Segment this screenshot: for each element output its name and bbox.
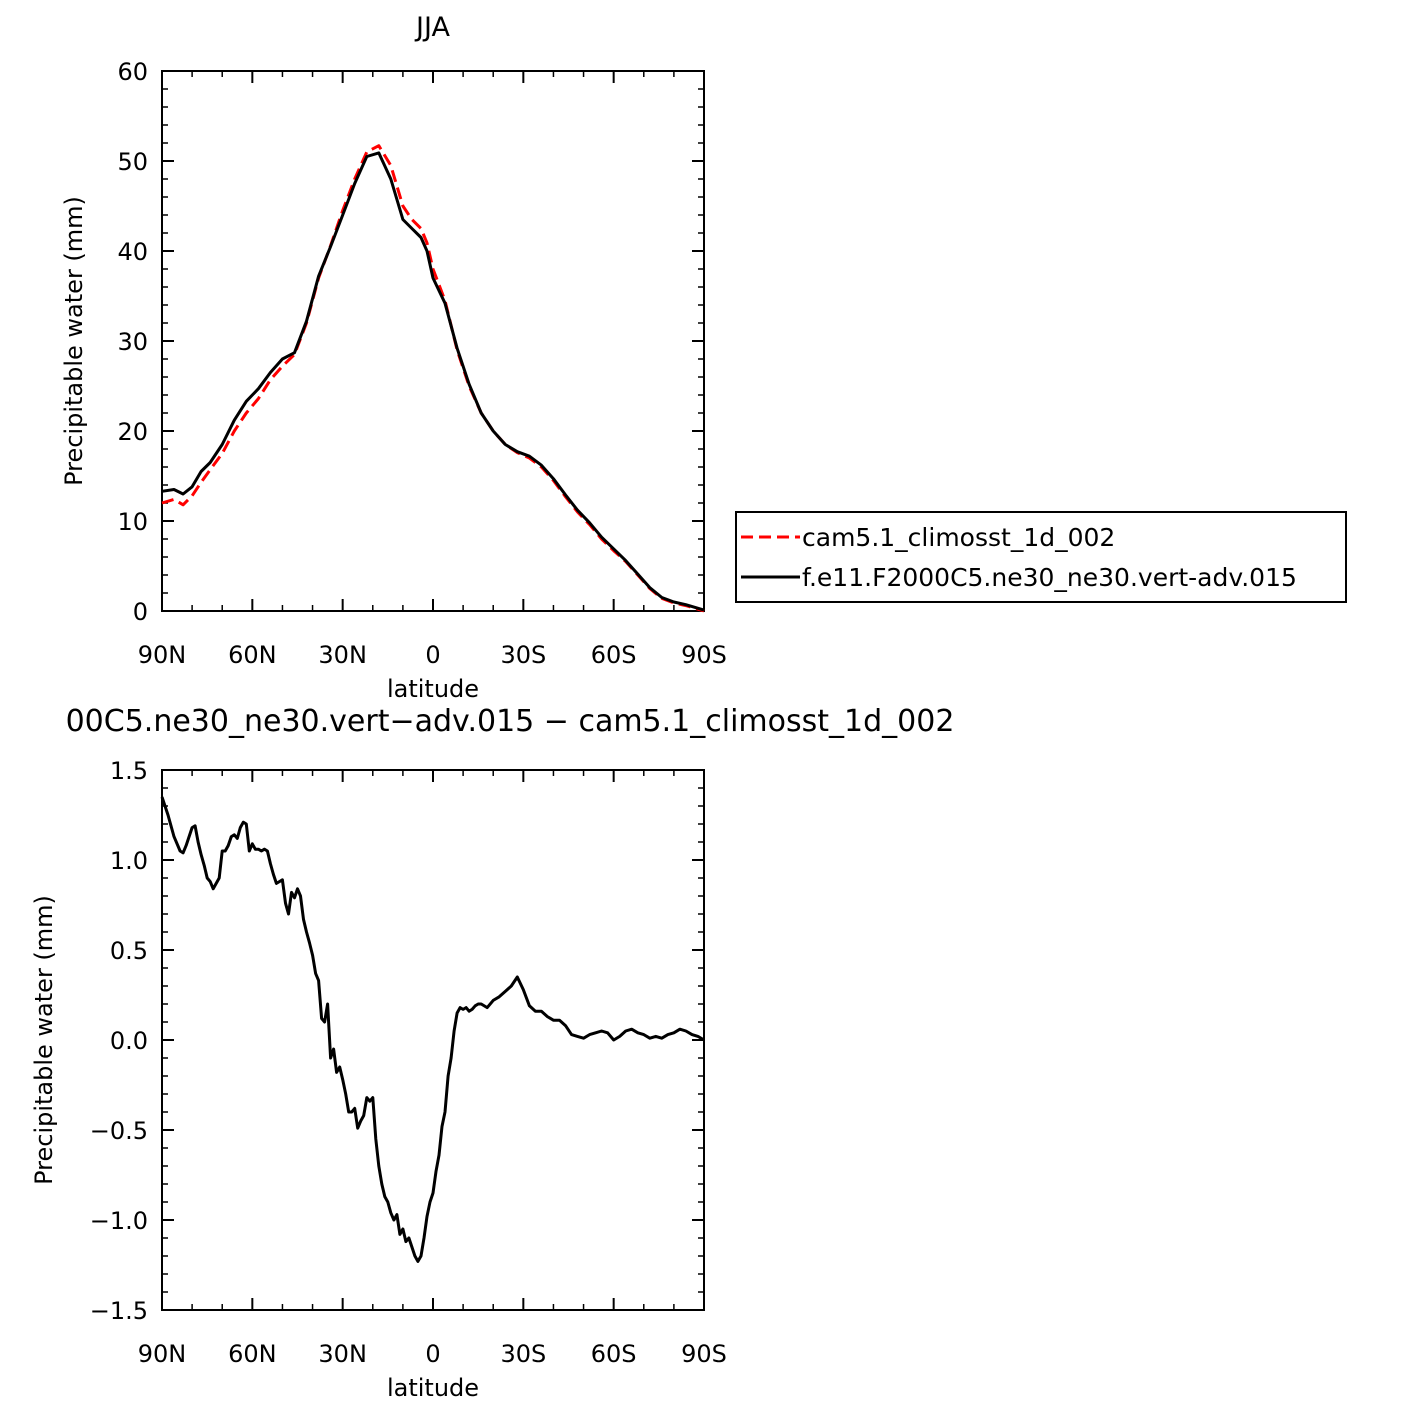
legend-label-0: cam5.1_climosst_1d_002 [802,523,1115,552]
y-tick-label: 20 [117,418,148,446]
y-tick-label: 40 [117,238,148,266]
y-tick-label: 1.0 [110,847,148,875]
x-tick-label: 60S [591,641,637,669]
chart-title: JJA [414,12,450,43]
x-tick-label: 60S [591,1340,637,1368]
y-tick-label: −1.0 [90,1207,148,1235]
x-tick-label: 30N [318,1340,367,1368]
x-tick-label: 0 [425,641,440,669]
x-tick-label: 90S [681,1340,727,1368]
x-tick-label: 90S [681,641,727,669]
x-tick-label: 30S [500,641,546,669]
y-tick-label: 10 [117,508,148,536]
y-tick-label: 0.5 [110,937,148,965]
legend-label-1: f.e11.F2000C5.ne30_ne30.vert-adv.015 [802,563,1297,592]
x-tick-label: 30S [500,1340,546,1368]
plot-frame [161,769,705,1311]
top-chart-panel: 90N 60N 30N 0 30S 60S 90S 0 10 20 30 40 50 60 JJA latit… [60,12,727,703]
series-line-1 [161,151,705,612]
x-tick-label: 60N [228,1340,277,1368]
legend-box [735,511,1347,603]
y-tick-label: 30 [117,328,148,356]
bottom-chart-panel: 90N 60N 30N 0 30S 60S 90S 1.5 1.0 0.5 0.0 −0.5 −1.0 −… [30,704,954,1402]
y-tick-label: 1.5 [110,757,148,785]
y-tick-label: 0.0 [110,1027,148,1055]
y-tick-label: 50 [117,148,148,176]
chart-title: 00C5.ne30_ne30.vert−adv.015 − cam5.1_cli… [66,704,955,739]
y-tick-label: −1.5 [90,1297,148,1325]
y-tick-label: −0.5 [90,1117,148,1145]
y-tick-label: 0 [133,598,148,626]
y-axis-label: Precipitable water (mm) [30,895,58,1185]
x-tick-label: 90N [138,1340,187,1368]
y-axis-label: Precipitable water (mm) [60,196,88,486]
series-line-0 [161,144,705,613]
plot-frame [161,70,705,612]
x-tick-label: 90N [138,641,187,669]
x-axis-label: latitude [387,1374,479,1402]
series-line-0 [160,796,705,1263]
x-axis-label: latitude [387,675,479,703]
y-tick-label: 60 [117,58,148,86]
x-tick-label: 0 [425,1340,440,1368]
legend: cam5.1_climosst_1d_002 f.e11.F2000C5.ne30… [735,511,1347,603]
x-tick-label: 30N [318,641,367,669]
x-tick-label: 60N [228,641,277,669]
